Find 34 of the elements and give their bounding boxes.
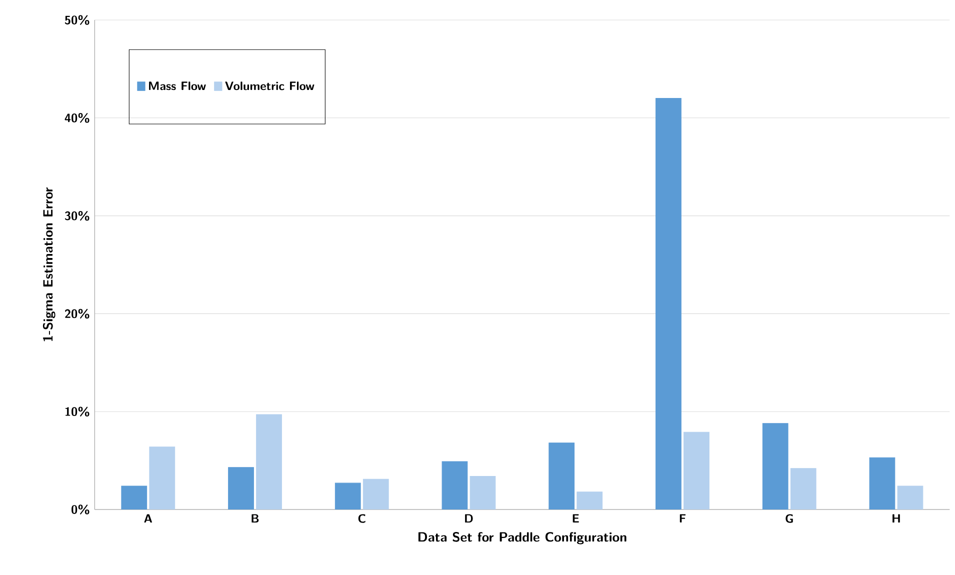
bar [684,432,710,510]
bar [149,446,176,510]
x-tick-label: B [252,514,259,523]
y-tick-label: 40% [64,113,90,123]
x-tick-label: D [465,514,473,523]
x-axis-title: Data Set for Paddle Configuration [418,532,626,544]
y-axis-title: 1-Sigma Estimation Error [42,188,56,342]
bar [334,482,361,510]
bar [790,468,816,510]
x-tick-label: A [144,514,152,523]
bar [121,486,148,510]
x-tick-label: H [892,514,900,523]
bar [869,457,896,510]
x-tick-label: G [786,514,793,523]
bar [228,467,254,510]
bar [576,492,603,510]
y-tick-label: 50% [64,15,90,25]
bar [548,442,575,510]
y-tick-label: 20% [64,308,90,319]
bar [656,98,682,510]
legend-label: Volumetric Flow [225,82,314,90]
bar [897,486,924,510]
bar [442,461,468,510]
x-tick-label: C [358,514,366,523]
y-tick-label: 0% [72,504,90,514]
x-tick-label: F [680,514,686,523]
y-tick-label: 30% [64,211,90,221]
x-tick-label: E [572,514,579,523]
y-tick-label: 10% [65,406,90,416]
legend-label: Mass Flow [149,82,206,90]
bar [470,476,496,510]
bar [362,478,389,510]
bar [762,423,788,510]
bar [256,414,282,510]
